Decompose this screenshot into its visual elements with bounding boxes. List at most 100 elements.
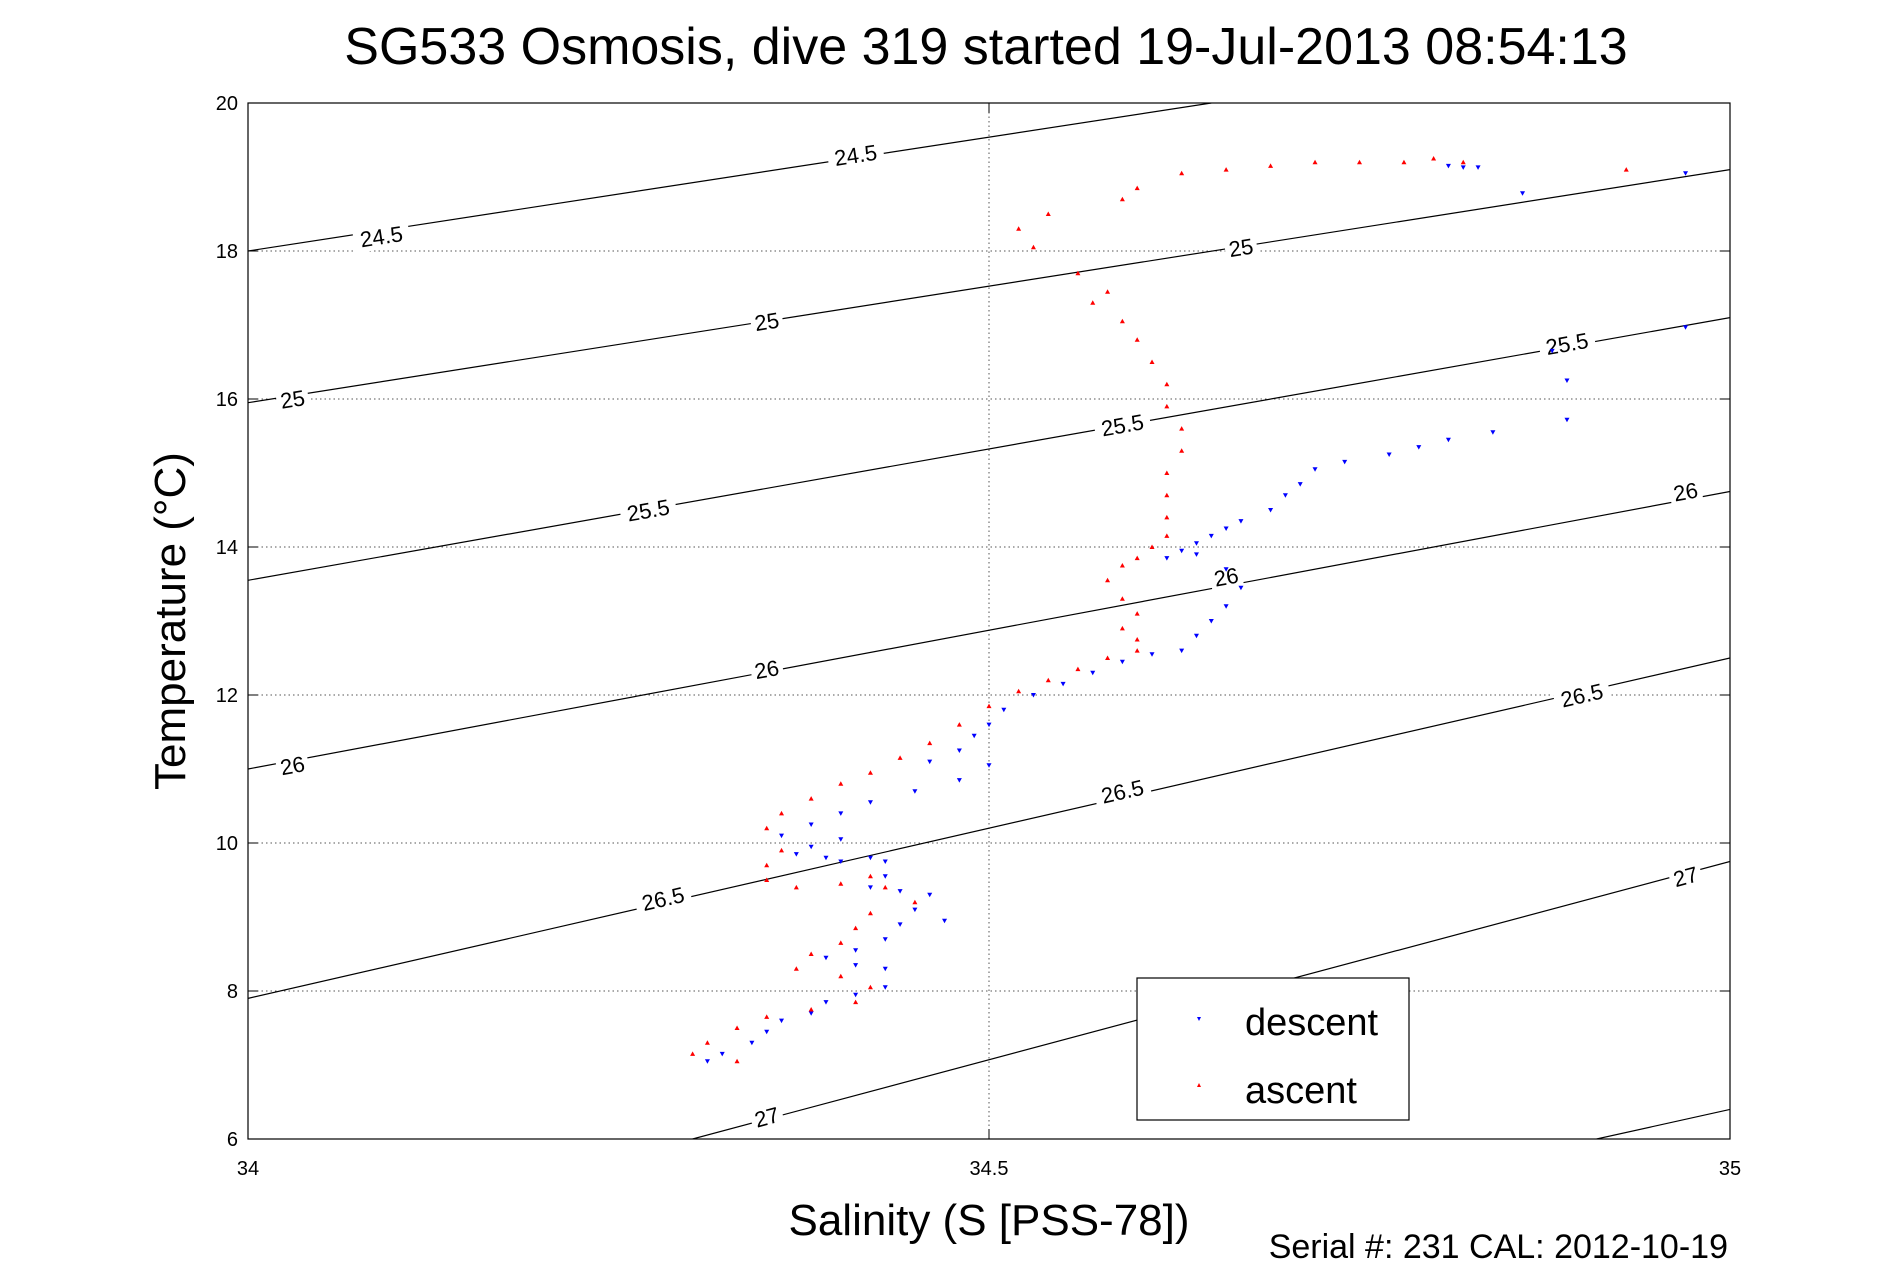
- descent-point: [882, 985, 888, 990]
- descent-point: [853, 948, 859, 953]
- descent-point: [912, 789, 918, 794]
- contour-label-bg: [1223, 231, 1259, 263]
- ascent-point: [764, 1014, 770, 1019]
- density-contour-label: 26.5: [1551, 676, 1612, 714]
- ascent-point: [1105, 655, 1111, 660]
- ascent-point: [1149, 359, 1155, 364]
- ascent-point: [1119, 625, 1125, 631]
- density-contour-line: [248, 490, 1730, 770]
- ascent-point: [897, 755, 903, 760]
- density-contour-label: 27: [1666, 859, 1705, 893]
- density-contour-line: [248, 169, 1730, 404]
- y-tick-label: 6: [227, 1129, 238, 1151]
- contour-label-bg: [632, 879, 694, 918]
- ascent-point: [1134, 185, 1140, 191]
- legend-descent-label: descent: [1245, 1002, 1379, 1044]
- descent-point: [1475, 165, 1481, 170]
- ascent-point: [734, 1025, 740, 1030]
- ascent-point: [1134, 637, 1140, 642]
- descent-point: [1223, 567, 1229, 572]
- descent-point: [956, 748, 962, 753]
- descent-point: [867, 800, 873, 805]
- contour-label-bg: [747, 1100, 786, 1134]
- descent-point: [1282, 493, 1288, 498]
- descent-point: [1564, 378, 1570, 383]
- ascent-point: [1431, 156, 1437, 161]
- ascent-point: [1164, 492, 1170, 498]
- descent-point: [823, 1000, 829, 1005]
- ascent-point: [1164, 403, 1170, 409]
- density-contour-label: 25: [1223, 231, 1259, 263]
- contour-label-bg: [1092, 772, 1153, 811]
- descent-point: [823, 955, 829, 961]
- ascent-series: [690, 156, 1629, 1064]
- descent-point: [971, 733, 977, 739]
- density-contour-label: 26: [274, 749, 311, 782]
- contour-label-text: 25: [1227, 234, 1255, 263]
- descent-point: [1297, 482, 1303, 487]
- contour-label-text: 26: [278, 751, 307, 780]
- ascent-point: [1460, 159, 1466, 165]
- ascent-point: [1312, 159, 1318, 165]
- descent-point: [853, 992, 859, 998]
- descent-point: [1460, 165, 1466, 170]
- ascent-point: [956, 722, 962, 727]
- contour-label-bg: [1667, 475, 1704, 508]
- contour-label-bg: [618, 492, 678, 528]
- descent-point: [1683, 325, 1689, 330]
- contour-label-bg: [1666, 859, 1705, 893]
- ascent-point: [853, 925, 859, 931]
- descent-point: [1490, 430, 1496, 435]
- ascent-point: [793, 966, 799, 971]
- chart-title: SG533 Osmosis, dive 319 started 19-Jul-2…: [344, 18, 1627, 76]
- descent-point: [1268, 508, 1274, 513]
- descent-point: [1164, 556, 1170, 561]
- ascent-point: [1119, 318, 1125, 324]
- descent-point: [1386, 452, 1392, 457]
- descent-point: [956, 778, 962, 783]
- density-contour-label: 26: [1667, 475, 1704, 508]
- contour-label-bg: [748, 305, 785, 337]
- descent-point: [1179, 548, 1185, 554]
- x-axis-ticks: 34 34.5 35: [237, 103, 1741, 1180]
- descent-point: [897, 889, 903, 894]
- y-tick-label: 20: [216, 93, 238, 115]
- x-tick-label: 35: [1719, 1158, 1741, 1180]
- ascent-point: [927, 740, 933, 746]
- descent-point: [927, 759, 933, 765]
- descent-point: [897, 922, 903, 927]
- ascent-point: [1075, 666, 1081, 672]
- descent-point: [1060, 681, 1066, 687]
- ascent-point: [1045, 211, 1051, 216]
- legend: descent ascent: [1136, 977, 1410, 1121]
- descent-point: [1193, 552, 1199, 557]
- descent-point: [823, 855, 829, 861]
- descent-point: [1208, 619, 1214, 624]
- ascent-point: [779, 810, 785, 816]
- descent-point: [808, 1011, 814, 1016]
- ascent-point: [808, 796, 814, 801]
- ascent-point: [808, 1007, 814, 1012]
- contour-label-text: 25: [279, 385, 307, 414]
- descent-point: [1342, 459, 1348, 465]
- y-axis-label: Temperature (°C): [146, 452, 195, 790]
- legend-ascent-label: ascent: [1245, 1070, 1357, 1112]
- descent-point: [1179, 648, 1185, 654]
- ascent-point: [1164, 514, 1170, 520]
- ascent-point: [1149, 544, 1155, 549]
- density-contour-line: [248, 103, 1212, 252]
- descent-point: [853, 963, 859, 968]
- y-tick-label: 12: [216, 685, 238, 707]
- ascent-point: [1105, 577, 1111, 583]
- density-contour-line: [1596, 1108, 1730, 1139]
- y-tick-label: 18: [216, 241, 238, 263]
- y-tick-label: 8: [227, 981, 238, 1003]
- descent-point: [779, 833, 785, 839]
- descent-point: [1238, 519, 1244, 524]
- ascent-point: [1164, 470, 1170, 475]
- descent-point: [1520, 191, 1526, 196]
- descent-point: [1445, 163, 1451, 169]
- descent-point: [719, 1051, 725, 1057]
- ascent-point: [1179, 426, 1185, 431]
- descent-point: [1090, 670, 1096, 676]
